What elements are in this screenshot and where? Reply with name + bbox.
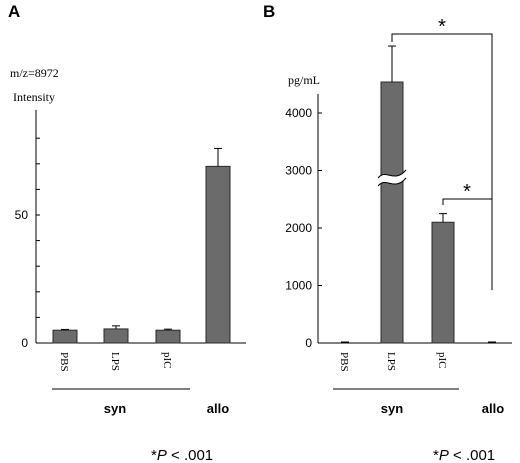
panel-a-ylabel-line1: m/z=8972 xyxy=(10,66,59,80)
panel-b-axis-break-line xyxy=(377,177,407,187)
panel-a-y-tick-label: 50 xyxy=(15,208,29,222)
panel-a-bar-allo xyxy=(205,165,231,344)
panel-b-axis-break-line xyxy=(377,169,407,179)
panel-b-y-tick-label: 0 xyxy=(305,336,312,350)
panel-b-group-syn: syn xyxy=(381,401,403,416)
panel-a-group-allo: allo xyxy=(207,401,229,416)
panel-b-x-tick-label: PBS xyxy=(338,352,350,372)
panel-a-x-tick-label: LPS xyxy=(109,352,121,371)
panel-b-letter: B xyxy=(263,2,275,21)
panel-a-plot: 0 50 PBS LPS pIC syn allo xyxy=(15,110,246,416)
panel-b-axis-break-gap xyxy=(378,170,406,186)
panel-b-bar-lps xyxy=(380,81,404,344)
panel-a-bar-pbs xyxy=(52,329,78,344)
panel-b-group-allo: allo xyxy=(482,401,504,416)
panel-b-y-tick-label: 3000 xyxy=(285,164,312,178)
panel-a-x-tick-label: PBS xyxy=(58,352,70,372)
panel-a-ylabel-line2: Intensity xyxy=(13,90,55,104)
panel-b-x-tick-label: LPS xyxy=(385,352,397,371)
panel-a-y-tick-label: 0 xyxy=(21,336,28,350)
panel-a-group-syn: syn xyxy=(104,401,126,416)
panel-b-significance-star: * xyxy=(438,16,446,38)
panel-b-significance-star: * xyxy=(463,181,471,203)
panel-b-footnote: *P < .001 xyxy=(433,447,495,463)
panel-a-bar-pic xyxy=(155,329,181,344)
panel-b-significance-bracket xyxy=(391,33,493,290)
panel-b-y-tick-label: 2000 xyxy=(285,221,312,235)
panel-a-bar-lps xyxy=(103,328,129,344)
panel-b-x-tick-label: pIC xyxy=(436,352,448,369)
panel-b-plot: 0 1000 2000 3000 4000 PBS LPS pIC * * syn allo xyxy=(285,16,512,416)
panel-a-x-tick-label: pIC xyxy=(161,352,173,369)
panel-a-footnote: *P < .001 xyxy=(151,447,213,463)
panel-b-significance-bracket xyxy=(442,198,492,205)
panel-b-y-tick-label: 1000 xyxy=(285,279,312,293)
panel-b-bar-pic xyxy=(431,221,455,344)
panel-a-letter: A xyxy=(8,2,20,21)
panel-b-y-tick-label: 4000 xyxy=(285,106,312,120)
panel-b-ylabel: pg/mL xyxy=(288,73,320,87)
